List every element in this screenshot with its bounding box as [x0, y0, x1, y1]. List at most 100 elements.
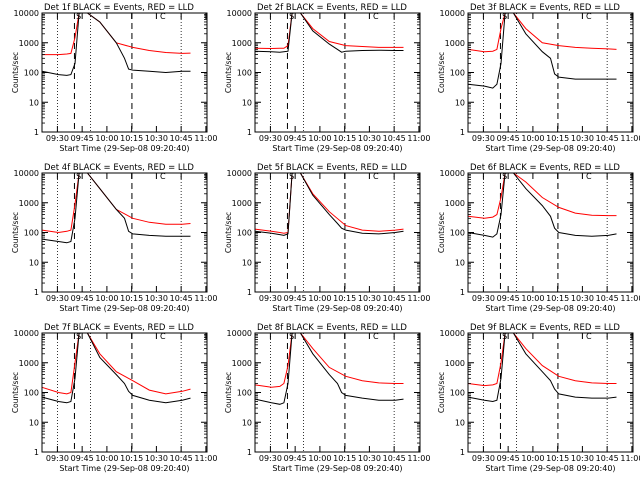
y-tick-label: 100 [24, 229, 39, 238]
x-tick-label: 09:30 [46, 454, 69, 463]
y-axis-label: Counts/sec [11, 52, 20, 93]
plot-frame [467, 332, 634, 453]
x-tick-label: 11:00 [620, 294, 640, 303]
y-tick-label: 10 [29, 98, 39, 107]
marker-C: C [373, 332, 379, 341]
x-tick-label: 10:30 [145, 454, 168, 463]
x-tick-label: 10:45 [596, 134, 619, 143]
x-tick-label: 09:30 [472, 294, 495, 303]
x-tick-label: 10:30 [358, 134, 381, 143]
y-tick-label: 10 [455, 98, 465, 107]
y-tick-label: 10000 [227, 9, 252, 18]
y-tick-label: 100 [237, 69, 252, 78]
plot-frame [254, 12, 421, 133]
x-tick-label: 10:30 [571, 134, 594, 143]
y-tick-label: 1000 [232, 359, 252, 368]
series-black-line [467, 12, 617, 89]
y-tick-label: 1 [460, 288, 465, 297]
marker-S: S [289, 172, 294, 181]
x-tick-label: 09:30 [259, 294, 282, 303]
series-red-line [254, 12, 404, 50]
x-tick-label: 10:15 [333, 454, 356, 463]
marker-C: C [373, 172, 379, 181]
series-red-line [467, 332, 617, 387]
y-tick-label: 1000 [445, 39, 465, 48]
x-tick-label: 09:45 [497, 454, 520, 463]
y-tick-label: 10000 [14, 9, 39, 18]
x-axis-label: Start Time (29-Sep-08 09:20:40) [485, 464, 615, 473]
marker-C: C [160, 332, 166, 341]
series-black-line [254, 12, 404, 53]
chart-title: Det 7f BLACK = Events, RED = LLD [44, 323, 194, 333]
x-axis-label: Start Time (29-Sep-08 09:20:40) [272, 464, 402, 473]
x-tick-label: 11:00 [194, 454, 217, 463]
y-tick-label: 100 [24, 389, 39, 398]
y-axis-label: Counts/sec [11, 212, 20, 253]
x-tick-label: 10:30 [358, 294, 381, 303]
plot-frame [467, 12, 634, 133]
y-tick-label: 1000 [445, 359, 465, 368]
y-axis-label: Counts/sec [437, 212, 446, 253]
x-tick-label: 10:45 [170, 294, 193, 303]
marker-S: S [502, 172, 507, 181]
x-tick-label: 10:30 [571, 454, 594, 463]
x-tick-label: 09:30 [46, 134, 69, 143]
marker-C: C [586, 12, 592, 21]
x-tick-label: 11:00 [620, 134, 640, 143]
x-tick-label: 09:30 [259, 454, 282, 463]
y-tick-label: 10000 [14, 169, 39, 178]
x-axis-label: Start Time (29-Sep-08 09:20:40) [272, 304, 402, 313]
x-tick-label: 09:30 [259, 134, 282, 143]
x-tick-label: 09:45 [71, 294, 94, 303]
chart-title: Det 6f BLACK = Events, RED = LLD [470, 163, 620, 173]
x-tick-label: 10:00 [521, 134, 544, 143]
y-tick-label: 1 [34, 448, 39, 457]
y-tick-label: 1 [460, 128, 465, 137]
plot-frame [41, 332, 208, 453]
marker-C: C [586, 172, 592, 181]
y-tick-label: 10000 [227, 329, 252, 338]
y-tick-label: 1000 [232, 199, 252, 208]
x-tick-label: 10:45 [170, 134, 193, 143]
x-axis-label: Start Time (29-Sep-08 09:20:40) [59, 304, 189, 313]
y-tick-label: 1 [34, 128, 39, 137]
x-tick-label: 09:45 [284, 454, 307, 463]
x-tick-label: 10:15 [546, 134, 569, 143]
plot-frame [41, 172, 208, 293]
chart-title: Det 9f BLACK = Events, RED = LLD [470, 323, 620, 333]
plot-frame [467, 172, 634, 293]
series-red-line [467, 12, 617, 53]
series-red-line [254, 332, 404, 388]
y-axis-label: Counts/sec [437, 52, 446, 93]
y-tick-label: 100 [450, 389, 465, 398]
series-black-line [41, 332, 191, 404]
x-tick-label: 09:45 [284, 134, 307, 143]
marker-C: C [160, 12, 166, 21]
x-axis-label: Start Time (29-Sep-08 09:20:40) [485, 144, 615, 153]
x-tick-label: 10:30 [145, 134, 168, 143]
x-tick-label: 09:45 [497, 134, 520, 143]
y-axis-label: Counts/sec [224, 52, 233, 93]
x-tick-label: 11:00 [194, 134, 217, 143]
x-tick-label: 09:30 [472, 454, 495, 463]
x-tick-label: 10:15 [546, 454, 569, 463]
chart-title: Det 4f BLACK = Events, RED = LLD [44, 163, 194, 173]
y-tick-label: 10000 [14, 329, 39, 338]
y-tick-label: 1 [460, 448, 465, 457]
series-red-line [41, 332, 191, 395]
y-tick-label: 10 [455, 258, 465, 267]
x-axis-label: Start Time (29-Sep-08 09:20:40) [59, 144, 189, 153]
x-tick-label: 10:15 [333, 134, 356, 143]
x-tick-label: 10:45 [383, 294, 406, 303]
x-tick-label: 10:00 [95, 134, 118, 143]
x-tick-label: 10:00 [308, 294, 331, 303]
y-tick-label: 100 [450, 69, 465, 78]
chart-title: Det 1f BLACK = Events, RED = LLD [44, 3, 194, 13]
x-tick-label: 09:45 [497, 294, 520, 303]
y-tick-label: 100 [237, 389, 252, 398]
